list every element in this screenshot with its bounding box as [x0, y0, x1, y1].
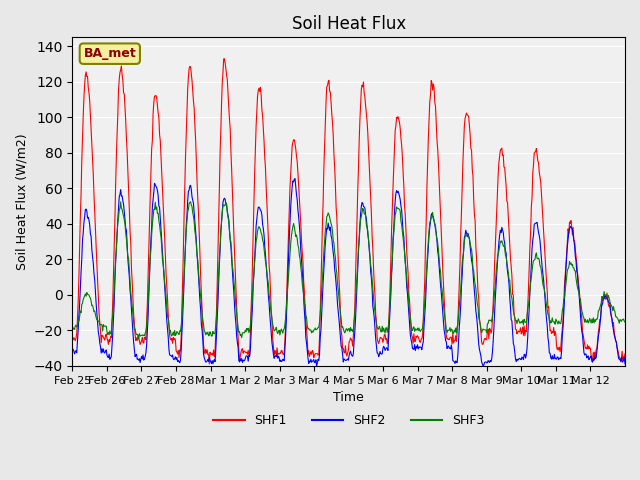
- SHF3: [187, 199, 195, 204]
- SHF1: [407, 325, 415, 331]
- SHF2: [235, 358, 243, 363]
- SHF1: [221, 56, 228, 61]
- SHF3: [236, 333, 244, 338]
- SHF1: [621, 351, 629, 357]
- SHF3: [68, 324, 76, 329]
- SHF2: [133, 357, 141, 362]
- SHF1: [133, 338, 141, 344]
- SHF3: [264, 276, 271, 282]
- SHF3: [621, 319, 629, 325]
- SHF2: [284, 296, 291, 302]
- Y-axis label: Soil Heat Flux (W/m2): Soil Heat Flux (W/m2): [15, 133, 28, 270]
- Line: SHF2: SHF2: [72, 179, 625, 366]
- SHF1: [205, 361, 213, 367]
- Title: Soil Heat Flux: Soil Heat Flux: [292, 15, 406, 33]
- SHF3: [285, 272, 292, 278]
- Line: SHF3: SHF3: [72, 202, 625, 339]
- SHF3: [135, 336, 143, 342]
- SHF2: [291, 176, 299, 181]
- SHF2: [262, 263, 270, 268]
- SHF2: [68, 346, 76, 351]
- SHF1: [236, 354, 244, 360]
- SHF1: [285, 229, 292, 235]
- SHF3: [438, 286, 446, 291]
- Legend: SHF1, SHF2, SHF3: SHF1, SHF2, SHF3: [208, 409, 489, 432]
- SHF3: [133, 332, 141, 337]
- SHF2: [407, 336, 415, 342]
- X-axis label: Time: Time: [333, 391, 364, 404]
- SHF1: [68, 336, 76, 342]
- Line: SHF1: SHF1: [72, 59, 625, 364]
- SHF2: [438, 299, 446, 305]
- SHF1: [438, 248, 446, 253]
- SHF2: [621, 361, 629, 367]
- SHF2: [313, 363, 321, 369]
- SHF1: [264, 219, 271, 225]
- SHF3: [407, 321, 415, 327]
- Text: BA_met: BA_met: [83, 47, 136, 60]
